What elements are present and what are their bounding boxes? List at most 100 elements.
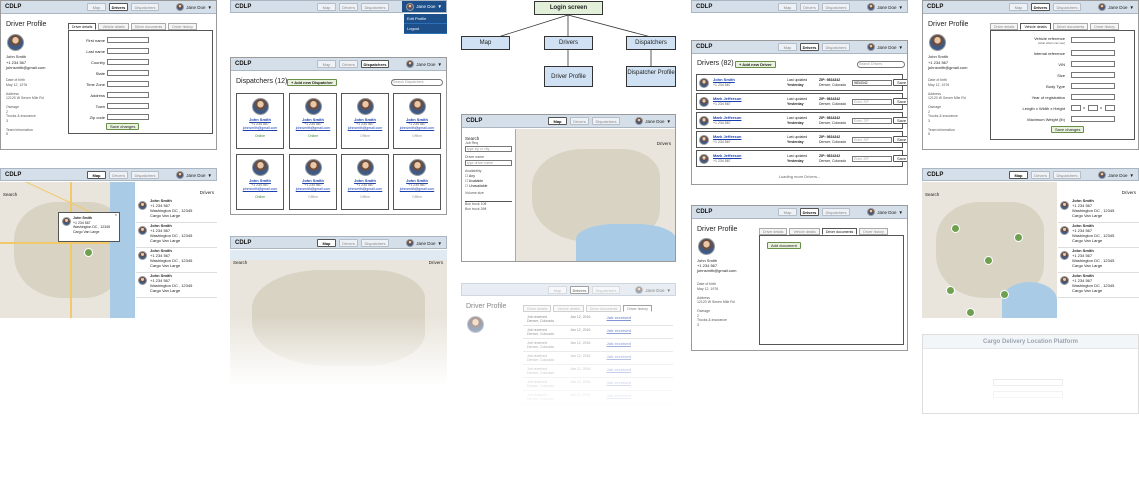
nav-drivers[interactable]: Drivers xyxy=(800,43,819,51)
body-type-select[interactable] xyxy=(1071,83,1115,89)
nav-map[interactable]: Map xyxy=(778,208,797,216)
nav-drivers[interactable]: Drivers xyxy=(570,117,589,125)
option-unavailable[interactable]: ☐ Unavailable xyxy=(465,184,488,188)
nav-drivers[interactable]: Drivers xyxy=(570,286,589,294)
timezone-select[interactable] xyxy=(107,81,149,87)
map-marker[interactable] xyxy=(951,224,960,233)
internal-reference-input[interactable] xyxy=(1071,50,1115,56)
user-menu[interactable]: Jane Doe ▼ xyxy=(1098,171,1134,179)
nav-map[interactable]: Map xyxy=(87,171,106,179)
nav-dispatchers[interactable]: Dispatchers xyxy=(131,171,159,179)
user-menu[interactable]: Jane Doe ▼ xyxy=(406,60,442,68)
drivers-toggle[interactable]: Drivers xyxy=(428,260,443,265)
nav-dispatchers[interactable]: Dispatchers xyxy=(361,60,389,68)
dispatcher-card[interactable]: John Smith +1 234 567 johnsmith@gmail.com O… xyxy=(236,93,284,149)
nav-drivers[interactable]: Drivers xyxy=(1031,3,1050,11)
user-menu[interactable]: Jane Doe ▼ xyxy=(867,43,903,51)
nav-dispatchers[interactable]: Dispatchers xyxy=(361,239,389,247)
nav-dispatchers[interactable]: Dispatchers xyxy=(592,117,620,125)
tab-driver-documents[interactable]: Driver documents xyxy=(1052,23,1089,30)
list-item[interactable]: John Smith +1 234 567 Washington DC , 1234… xyxy=(136,198,217,223)
tab-driver-documents[interactable]: Driver documents xyxy=(585,305,622,312)
add-dispatcher-button[interactable]: + Add new Dispatcher xyxy=(287,79,337,86)
menu-edit-profile[interactable]: Edit Profile xyxy=(404,14,447,24)
dispatcher-name[interactable]: John Smith xyxy=(249,117,271,122)
zip-city-input[interactable]: type zip or city xyxy=(465,146,512,152)
driver-name[interactable]: Mark Jefferson xyxy=(713,134,742,139)
zip-input[interactable]: Enter ZIP xyxy=(852,156,892,162)
map-marker[interactable] xyxy=(946,286,955,295)
address-input[interactable] xyxy=(107,92,149,98)
save-button[interactable]: Save xyxy=(893,117,907,124)
search-drivers-input[interactable]: Search Drivers xyxy=(857,61,905,68)
menu-logout[interactable]: Logout xyxy=(404,24,447,34)
user-menu[interactable]: Jane Doe ▼ xyxy=(176,171,212,179)
nav-dispatchers[interactable]: Dispatchers xyxy=(822,43,850,51)
list-item[interactable]: John Smith +1 234 567 Washington DC , 1234… xyxy=(136,273,217,298)
zip-input[interactable]: Enter ZIP xyxy=(852,118,892,124)
nav-map[interactable]: Map xyxy=(548,286,567,294)
nav-drivers[interactable]: Drivers xyxy=(1031,171,1050,179)
nav-map[interactable]: Map xyxy=(1009,3,1028,11)
add-driver-button[interactable]: + Add new Driver xyxy=(735,61,776,68)
save-button[interactable]: Save xyxy=(893,79,907,86)
tab-vehicle-details[interactable]: Vehicle details xyxy=(1020,23,1051,30)
zip-input[interactable] xyxy=(107,114,149,120)
user-menu[interactable]: Jane Doe ▼ xyxy=(402,1,446,12)
user-menu[interactable]: Jane Doe ▼ xyxy=(635,286,671,294)
map-marker[interactable] xyxy=(84,248,93,257)
dispatcher-card[interactable]: John Smith +1 234 567 johnsmith@gmail.com O… xyxy=(289,154,337,210)
nav-map[interactable]: Map xyxy=(778,3,797,11)
user-menu[interactable]: Jane Doe ▼ xyxy=(635,117,671,125)
vin-input[interactable] xyxy=(1071,61,1115,67)
dispatcher-email[interactable]: johnsmith@gmail.com xyxy=(399,187,435,191)
save-button[interactable]: Save xyxy=(893,136,907,143)
state-select[interactable] xyxy=(107,70,149,76)
driver-name[interactable]: Mark Jefferson xyxy=(713,115,742,120)
driver-name-input[interactable]: type driver name xyxy=(465,160,512,166)
map-marker[interactable] xyxy=(966,308,975,317)
user-menu[interactable]: Jane Doe ▼ xyxy=(867,208,903,216)
dispatcher-card[interactable]: John Smith +1 234 567 johnsmith@gmail.com O… xyxy=(236,154,284,210)
driver-name[interactable]: Mark Jefferson xyxy=(713,153,742,158)
dispatcher-email[interactable]: johnsmith@gmail.com xyxy=(347,126,383,130)
nav-drivers[interactable]: Drivers xyxy=(800,3,819,11)
nav-map[interactable]: Map xyxy=(548,117,567,125)
list-item[interactable]: John Smith +1 234 567 Washington DC , 1234… xyxy=(136,223,217,248)
dispatcher-email[interactable]: johnsmith@gmail.com xyxy=(295,126,331,130)
nav-dispatchers[interactable]: Dispatchers xyxy=(1053,171,1081,179)
tab-driver-history[interactable]: Driver history xyxy=(623,305,652,312)
user-menu[interactable]: Jane Doe ▼ xyxy=(1098,3,1134,11)
nav-dispatchers[interactable]: Dispatchers xyxy=(592,286,620,294)
dispatcher-email[interactable]: johnsmith@gmail.com xyxy=(242,126,278,130)
save-changes-button[interactable]: Save changes xyxy=(1051,126,1085,133)
driver-name[interactable]: John Smith xyxy=(713,77,735,82)
zip-input[interactable]: Enter ZIP xyxy=(852,137,892,143)
zip-input[interactable]: 9834342 xyxy=(852,80,892,86)
user-menu[interactable]: Jane Doe ▼ xyxy=(867,3,903,11)
nav-map[interactable]: Map xyxy=(317,239,336,247)
nav-map[interactable]: Map xyxy=(1009,171,1028,179)
first-name-input[interactable] xyxy=(107,37,149,43)
dispatcher-name[interactable]: John Smith xyxy=(354,117,376,122)
nav-dispatchers[interactable]: Dispatchers xyxy=(1053,3,1081,11)
tab-driver-details[interactable]: Driver details xyxy=(990,23,1019,30)
nav-drivers[interactable]: Drivers xyxy=(800,208,819,216)
list-item[interactable]: John Smith +1 234 567 Washington DC , 1234… xyxy=(1058,248,1139,273)
map-view[interactable] xyxy=(922,182,1057,318)
nav-drivers[interactable]: Drivers xyxy=(339,239,358,247)
width-input[interactable] xyxy=(1088,105,1098,111)
dispatcher-name[interactable]: John Smith xyxy=(249,178,271,183)
dispatcher-card[interactable]: John Smith +1 234 567 johnsmith@gmail.com O… xyxy=(341,154,389,210)
map-marker[interactable] xyxy=(984,256,993,265)
zip-input[interactable]: Enter ZIP xyxy=(852,99,892,105)
tab-vehicle-details[interactable]: Vehicle details xyxy=(789,228,820,235)
nav-map[interactable]: Map xyxy=(317,3,336,11)
add-document-button[interactable]: Add document xyxy=(767,242,801,249)
size-select[interactable] xyxy=(1071,72,1115,78)
town-input[interactable] xyxy=(107,103,149,109)
user-menu[interactable]: Jane Doe ▼ xyxy=(176,3,212,11)
tab-driver-documents[interactable]: Driver documents xyxy=(130,23,167,30)
option-any[interactable]: ☐ Any xyxy=(465,174,475,178)
map-view[interactable] xyxy=(0,182,135,318)
